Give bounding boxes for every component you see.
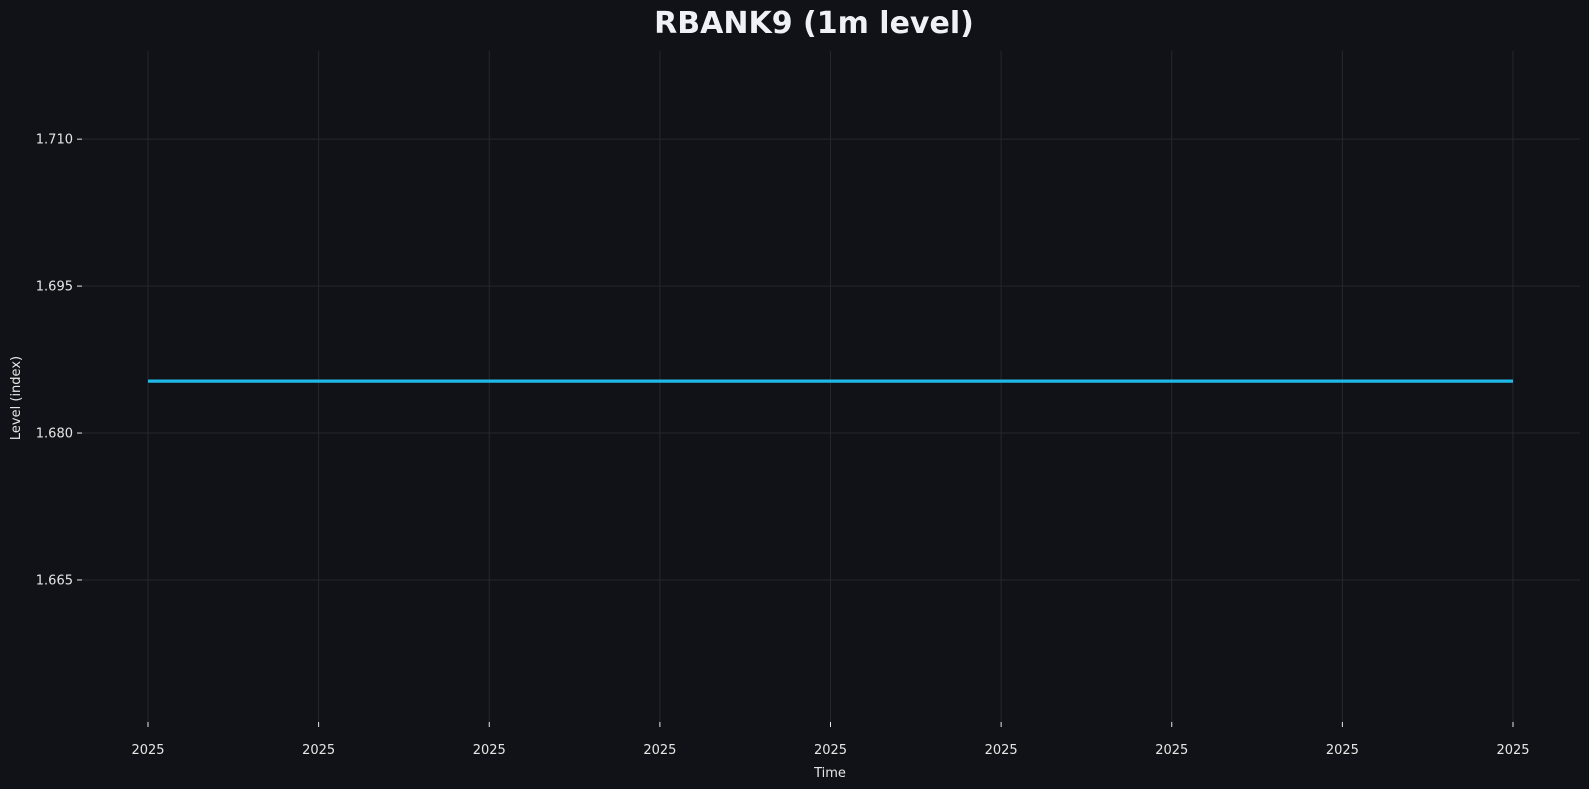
y-axis-label: Level (index) [9, 356, 24, 440]
y-tick-label: 1.710 [36, 133, 73, 148]
y-tick-label: 1.695 [36, 280, 73, 295]
x-tick-label: 2025 [1155, 743, 1188, 758]
x-tick-label: 2025 [814, 743, 847, 758]
chart-title: RBANK9 (1m level) [654, 6, 974, 41]
x-tick-label: 2025 [985, 743, 1018, 758]
x-tick-label: 2025 [473, 743, 506, 758]
x-axis-label: Time [813, 766, 846, 781]
x-tick-label: 2025 [1496, 743, 1529, 758]
x-tick-label: 2025 [131, 743, 164, 758]
y-tick-label: 1.680 [36, 427, 73, 442]
y-tick-label: 1.665 [36, 573, 73, 588]
x-tick-label: 2025 [643, 743, 676, 758]
x-tick-label: 2025 [1326, 743, 1359, 758]
grid-layer [82, 51, 1580, 722]
x-tick-label: 2025 [302, 743, 335, 758]
tick-layer: 2025 2025 2025 2025 2025 2025 2025 2025 2025 1.66… [36, 133, 1530, 758]
